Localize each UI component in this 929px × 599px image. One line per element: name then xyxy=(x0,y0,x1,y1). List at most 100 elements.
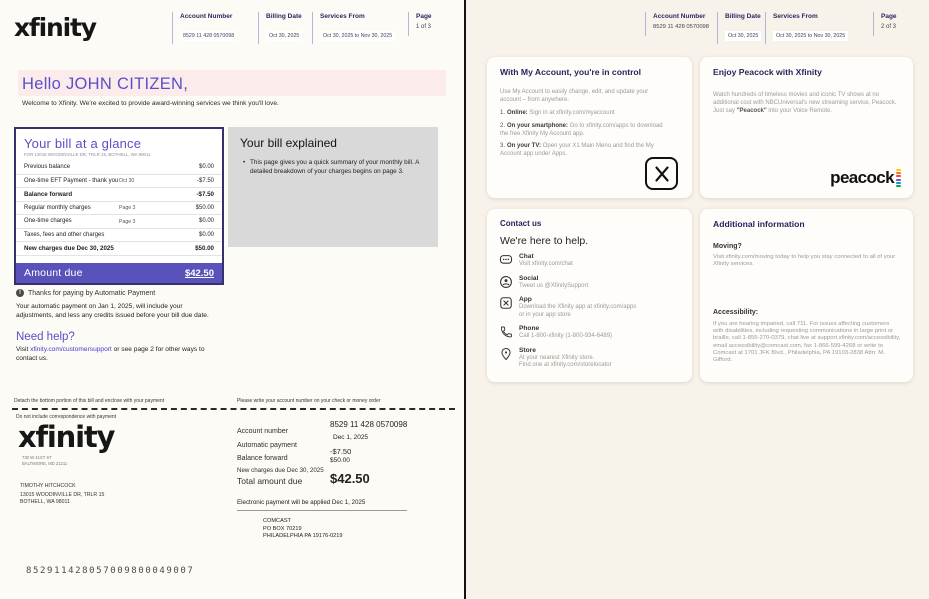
step-number: 3. xyxy=(500,143,506,150)
amount-due-value: $42.50 xyxy=(184,267,214,279)
customer-name: TIMOTHY HITCHCOCK xyxy=(20,483,76,489)
page1-header: Account Number 8529 11 428 0570098 Billi… xyxy=(172,12,444,44)
stub-row-total-amount-due: Total amount due $42.50 xyxy=(237,471,370,489)
contact-label: Social xyxy=(519,274,539,282)
additional-info-card: Additional information Moving? Visit xfi… xyxy=(700,209,913,382)
page-number: 2 of 3 xyxy=(881,24,897,30)
glance-row-new-charges: New charges due Dec 30, 2025 $50.00 xyxy=(16,242,222,256)
contact-item-phone: Phone Call 1-800-xfinity (1-800-934-6489… xyxy=(499,325,684,340)
page2-header: Account Number 8529 11 428 0570098 Billi… xyxy=(645,12,907,44)
contact-subtitle: We're here to help. xyxy=(500,235,589,247)
stub-row-automatic-payment: Automatic payment Dec 1, 2025 xyxy=(237,434,368,452)
electronic-payment-note: Electronic payment will be applied Dec 1… xyxy=(237,499,407,511)
glance-row-regular-monthly: Regular monthly charges Page 3 $50.00 xyxy=(16,202,222,215)
info-icon xyxy=(16,289,24,297)
social-icon xyxy=(500,275,512,288)
contact-items: Chat Visit xfinity.com/chat Social Tweet… xyxy=(499,253,684,376)
my-account-intro: Use My Account to easily change, edit, a… xyxy=(500,89,649,103)
peacock-title: Enjoy Peacock with Xfinity xyxy=(713,67,822,77)
row-label: One-time EFT Payment - thank you xyxy=(24,177,119,184)
account-number-value: 8529 11 428 0570098 xyxy=(180,31,238,41)
peacock-body-bold: "Peacock" xyxy=(736,108,767,115)
contact-line: Find one at xfinity.com/storelocator xyxy=(519,362,612,369)
row-value: $0.00 xyxy=(198,218,214,224)
row-label: Previous balance xyxy=(24,164,71,170)
row-value: $50.00 xyxy=(195,204,214,211)
row-mid: Page 3 xyxy=(119,218,136,225)
peacock-logo: peacock xyxy=(830,168,901,188)
additional-info-title: Additional information xyxy=(713,219,805,229)
row-value: $0.00 xyxy=(198,231,214,238)
contact-line: Call 1-800-xfinity (1-800-934-6489) xyxy=(519,333,613,340)
contact-item-store: Store At your nearest Xfinity store. Fin… xyxy=(499,347,684,369)
x1-logo-icon xyxy=(645,157,678,190)
header-page: Page 1 of 3 xyxy=(408,12,444,36)
peacock-wordmark: peacock xyxy=(830,168,894,187)
glance-row-eft-payment: One-time EFT Payment - thank you Oct 30 … xyxy=(16,175,222,188)
store-icon xyxy=(501,348,511,361)
stub-row-balance-forward: Balance forward -$7.50 xyxy=(237,447,351,465)
step-number: 1. xyxy=(500,110,506,116)
stub-label: Total amount due xyxy=(237,476,303,486)
billing-date-value: Oct 30, 2025 xyxy=(266,31,303,41)
need-help-heading: Need help? xyxy=(16,331,75,343)
return-address-line1: 730 W 41ST ST xyxy=(22,455,52,460)
need-help-pre: Visit xyxy=(16,346,31,353)
x-glyph xyxy=(654,165,669,182)
welcome-text: Welcome to Xfinity. We're excited to pro… xyxy=(22,100,279,107)
header-page: Page 2 of 3 xyxy=(873,12,907,36)
step-lead: On your TV: xyxy=(507,143,542,150)
stub-value: Dec 1, 2025 xyxy=(333,434,369,441)
stub-value: 8529 11 428 0570098 xyxy=(330,420,408,429)
xfinity-logo: xfinity xyxy=(14,13,97,42)
contact-text: App Download the Xfinity app at xfinity.… xyxy=(519,296,636,318)
customer-address: 13015 WOODINVILLE DR, TRLR 15 BOTHELL, W… xyxy=(20,492,104,506)
contact-text: Store At your nearest Xfinity store. Fin… xyxy=(519,347,612,369)
step-lead: Online: xyxy=(507,110,528,116)
greeting-heading: Hello JOHN CITIZEN, xyxy=(22,75,189,93)
remit-city: PHILADELPHIA PA 19176-0219 xyxy=(263,533,343,539)
row-label: Taxes, fees and other charges xyxy=(24,231,105,238)
row-label: Balance forward xyxy=(24,191,73,198)
stub-label: Balance forward xyxy=(237,455,288,462)
step-text: Sign in at xfinity.com/myaccount xyxy=(527,110,615,116)
chat-icon xyxy=(499,255,513,264)
remit-name: COMCAST xyxy=(263,518,291,524)
stub-label: New charges due Dec 30, 2025 xyxy=(237,467,324,474)
row-mid: Page 3 xyxy=(119,205,136,211)
billing-date-label: Billing Date xyxy=(725,13,761,20)
stub-row-new-charges: New charges due Dec 30, 2025 $50.00 xyxy=(237,457,350,477)
contact-card: Contact us We're here to help. Chat Visi… xyxy=(487,209,692,382)
step-tv: 3. On your TV: Open your X1 Main Menu and… xyxy=(500,143,672,159)
app-icon xyxy=(500,297,512,310)
accessibility-heading: Accessibility: xyxy=(713,309,759,316)
services-from-value: Oct 30, 2025 to Nov 30, 2025 xyxy=(320,31,396,41)
xfinity-stub-logo: xfinity xyxy=(18,420,115,454)
contact-title: Contact us xyxy=(500,219,542,228)
autopay-title: Thanks for paying by Automatic Payment xyxy=(28,289,156,297)
amount-due-label: Amount due xyxy=(24,267,83,279)
ocr-scanline: 852911428057009800049007 xyxy=(26,566,195,576)
contact-line: Visit xfinity.com/chat xyxy=(519,261,573,267)
return-address-line2: BALTIMORE, MD 21211 xyxy=(22,460,68,466)
stub-label: Automatic payment xyxy=(237,442,297,449)
step-text: Go to xfinity.com/apps to download the f… xyxy=(500,122,663,137)
stub-row-account-number: Account number 8529 11 428 0570098 xyxy=(237,420,407,438)
glance-row-previous-balance: Previous balance $0.00 xyxy=(16,161,222,175)
row-label: One-time charges xyxy=(24,218,72,224)
account-number-label: Account Number xyxy=(653,13,706,20)
stub-value: $50.00 xyxy=(330,457,350,464)
my-account-steps: 1. Online: Sign in at xfinity.com/myaccou… xyxy=(500,110,672,164)
bill-page-2: Account Number 8529 11 428 0570098 Billi… xyxy=(466,0,929,599)
bill-at-a-glance-box: Your bill at a glance FOR 13015 WOODINVI… xyxy=(14,127,224,285)
contact-label: Chat xyxy=(519,253,534,260)
remit-address: COMCAST PO BOX 70219 PHILADELPHIA PA 191… xyxy=(263,518,343,541)
bill-explained-bullet: This page gives you a quick summary of y… xyxy=(243,159,424,176)
page-number: 1 of 3 xyxy=(416,24,432,30)
stub-label: Account number xyxy=(237,428,288,435)
detach-dashed-line xyxy=(12,408,455,410)
customer-support-link[interactable]: xfinity.com/customersupport xyxy=(30,346,112,353)
services-from-value: Oct 30, 2025 to Nov 30, 2025 xyxy=(773,31,849,41)
service-address: FOR 13015 WOODINVILLE DR, TRLR 15, BOTHE… xyxy=(24,152,151,157)
